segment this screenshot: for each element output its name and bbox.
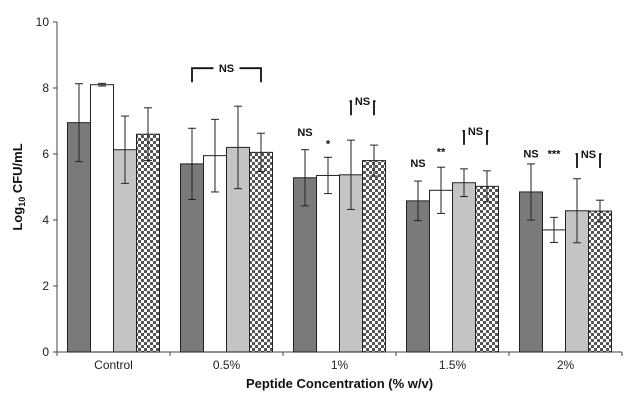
x-tick-label: 1% xyxy=(331,358,349,372)
bracket-left xyxy=(349,100,352,116)
bar xyxy=(429,189,453,353)
x-tick-label: 2% xyxy=(557,358,575,372)
bar xyxy=(542,229,566,353)
x-tick-label: 1.5% xyxy=(439,358,467,372)
bracket-right xyxy=(486,129,489,145)
annotations-group: NS NS * NS NS ** NS NS *** NS xyxy=(191,63,602,170)
bracket-left xyxy=(191,67,214,83)
y-tick-label: 8 xyxy=(42,81,49,95)
significance-label: NS xyxy=(297,127,312,139)
significance-label: ** xyxy=(437,147,446,159)
bar xyxy=(406,200,430,353)
bracket-label: NS xyxy=(581,149,596,161)
bracket-left xyxy=(575,153,578,168)
y-tick-label: 0 xyxy=(42,345,49,359)
bracket-right xyxy=(373,100,376,116)
bar xyxy=(362,160,386,353)
bar xyxy=(136,133,160,353)
x-axis-title: Peptide Concentration (% w/v) xyxy=(246,376,433,391)
significance-label: *** xyxy=(548,148,562,160)
y-tick-label: 4 xyxy=(42,213,49,227)
bracket-label: NS xyxy=(219,63,234,75)
bracket-right xyxy=(599,153,602,168)
bar xyxy=(475,185,499,353)
bracket-left xyxy=(462,129,465,145)
significance-label: NS xyxy=(523,148,538,160)
bars-group xyxy=(67,82,612,353)
bracket-right xyxy=(239,67,262,83)
bar xyxy=(588,210,612,353)
x-tick-label: 0.5% xyxy=(213,358,241,372)
significance-label: * xyxy=(326,138,331,150)
y-axis-title: Log10 CFU/mL xyxy=(10,143,27,230)
x-tick-label: Control xyxy=(94,358,133,372)
significance-label: NS xyxy=(410,158,425,170)
bracket-label: NS xyxy=(468,126,483,138)
y-tick-label: 6 xyxy=(42,147,49,161)
bar xyxy=(249,151,273,353)
y-tick-label: 10 xyxy=(36,15,50,29)
bar xyxy=(90,84,114,353)
bar xyxy=(316,174,340,353)
bar xyxy=(452,182,476,353)
y-axis: 0 2 4 6 8 10 xyxy=(36,15,58,359)
y-axis-title-rest: CFU/mL xyxy=(10,143,25,197)
y-axis-title-main: Log xyxy=(10,207,25,231)
bracket-label: NS xyxy=(355,96,370,108)
x-axis: Control 0.5% 1% 1.5% 2% xyxy=(56,351,623,372)
y-axis-title-subscript: 10 xyxy=(17,197,27,207)
y-tick-label: 2 xyxy=(42,279,49,293)
